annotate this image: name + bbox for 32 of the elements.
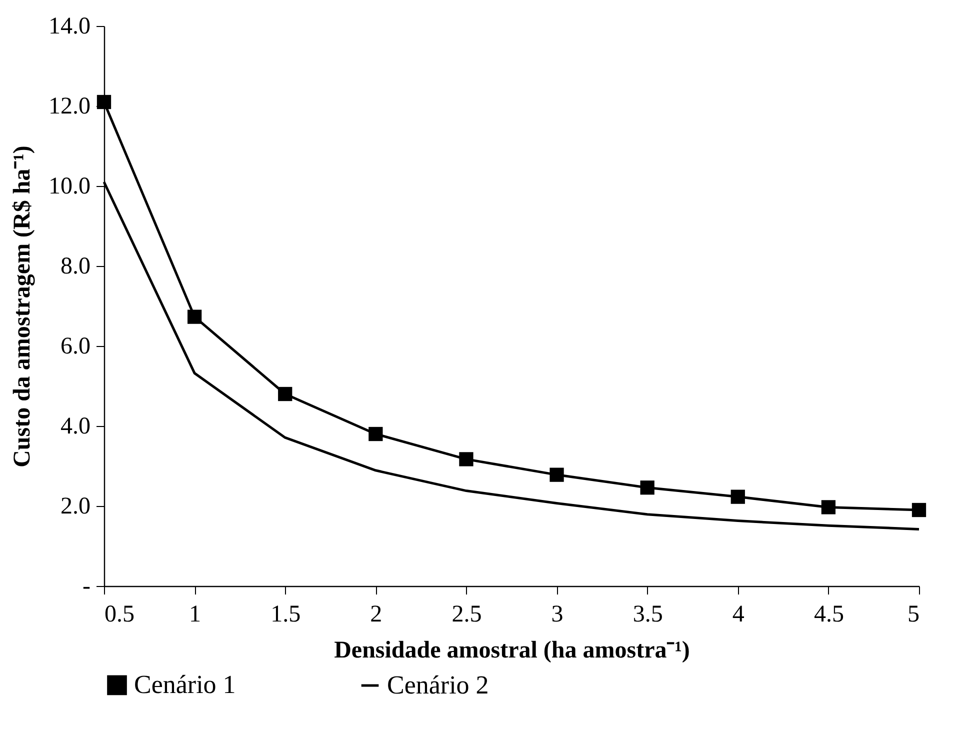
y-tick-label: 10.0 — [48, 174, 90, 200]
x-tick-label: 0.5 — [104, 602, 134, 628]
point — [730, 490, 745, 504]
point — [640, 480, 654, 495]
y-tick-label: 2.0 — [60, 494, 90, 520]
y-tick-label: - — [82, 574, 90, 600]
point — [187, 310, 202, 324]
point — [368, 426, 383, 442]
x-axis-title: Densidade amostral (ha amostra⁻¹) — [334, 638, 690, 664]
x-tick-label: 5 — [908, 602, 920, 628]
y-tick-label: 6.0 — [60, 334, 90, 360]
point — [459, 452, 474, 466]
x-tick-label: 4 — [732, 602, 744, 628]
x-tick-label: 3 — [551, 602, 564, 628]
x-tick-label: 1.5 — [270, 602, 301, 628]
legend-label: Cenário 1 — [134, 670, 236, 700]
y-tick-label: 8.0 — [60, 254, 90, 280]
point — [550, 468, 564, 482]
x-tick-label: 2 — [370, 602, 382, 628]
point — [912, 502, 926, 518]
x-tick-label: 1 — [189, 602, 202, 628]
point — [278, 386, 292, 402]
y-tick-label: 12.0 — [48, 94, 90, 120]
y-tick-label: 14.0 — [48, 14, 90, 40]
y-axis-title: Custo da amostragem (R$ ha⁻¹) — [10, 146, 36, 468]
x-tick-label: 3.5 — [632, 602, 663, 628]
y-tick-label: 4.0 — [60, 414, 90, 440]
point — [821, 500, 836, 514]
x-tick-label: 4.5 — [814, 602, 844, 628]
legend-label: Cenário 2 — [387, 670, 489, 700]
point — [96, 94, 112, 110]
x-tick-label: 2.5 — [452, 602, 482, 628]
